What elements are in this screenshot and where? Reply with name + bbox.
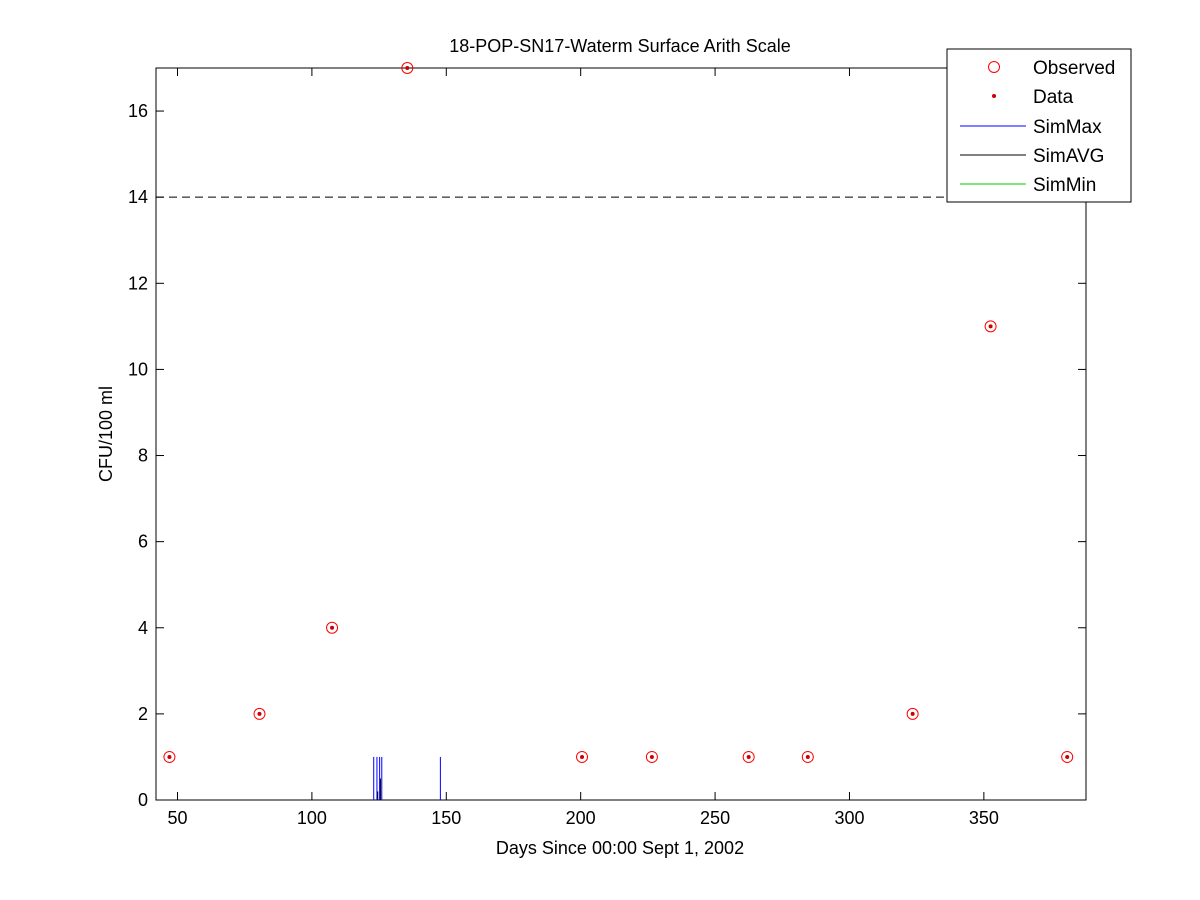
legend-simavg-label: SimAVG [1033,146,1104,167]
y-tick-label: 2 [138,704,148,724]
y-tick-label: 16 [128,101,148,121]
plot-area [155,67,1087,801]
legend-simmin-label: SimMin [1033,175,1096,196]
legend-observed-label: Observed [1033,58,1115,79]
y-axis-label: CFU/100 ml [96,386,116,482]
data-point [167,754,172,759]
legend: Observed Data SimMax SimAVG SimMin [946,48,1132,203]
observed-markers-layer [163,62,1074,763]
data-point [746,754,751,759]
data-point [330,625,335,630]
y-axis: 0 2 4 6 8 10 12 14 16 [128,101,1086,810]
y-tick-label: 14 [128,187,148,207]
legend-simmax-label: SimMax [1033,117,1102,138]
x-axis: 50 100 150 200 250 300 350 [167,68,999,828]
data-point [257,711,262,716]
y-tick-label: 6 [138,532,148,552]
observed-point [906,707,919,720]
y-tick-label: 10 [128,359,148,379]
x-tick-label: 250 [700,808,730,828]
y-tick-label: 4 [138,618,148,638]
y-tick-label: 8 [138,446,148,466]
x-tick-label: 300 [834,808,864,828]
data-point [988,324,993,329]
observed-point [742,750,755,763]
observed-point [645,750,658,763]
legend-data-label: Data [1033,87,1074,108]
observed-point [801,750,814,763]
observed-point [163,750,176,763]
data-point [405,66,410,70]
observed-point [253,707,266,720]
y-tick-label: 12 [128,273,148,293]
data-point [805,754,810,759]
observed-point [401,62,414,74]
legend-data-marker [992,94,996,98]
data-point [910,711,915,716]
sim-spikes-layer [373,756,441,800]
x-tick-label: 350 [969,808,999,828]
x-axis-label: Days Since 00:00 Sept 1, 2002 [496,838,744,858]
data-point [649,754,654,759]
x-tick-label: 200 [566,808,596,828]
legend-observed-marker [988,61,1000,73]
plot-frame [155,67,1087,801]
chart-title: 18-POP-SN17-Waterm Surface Arith Scale [449,36,790,56]
observed-point [984,320,997,333]
observed-point [576,750,589,763]
x-tick-label: 50 [167,808,187,828]
observed-point [1061,750,1074,763]
data-point [1065,754,1070,759]
observed-point [326,621,339,634]
x-tick-label: 100 [297,808,327,828]
y-tick-label: 0 [138,790,148,810]
data-point [580,754,585,759]
x-tick-label: 150 [431,808,461,828]
